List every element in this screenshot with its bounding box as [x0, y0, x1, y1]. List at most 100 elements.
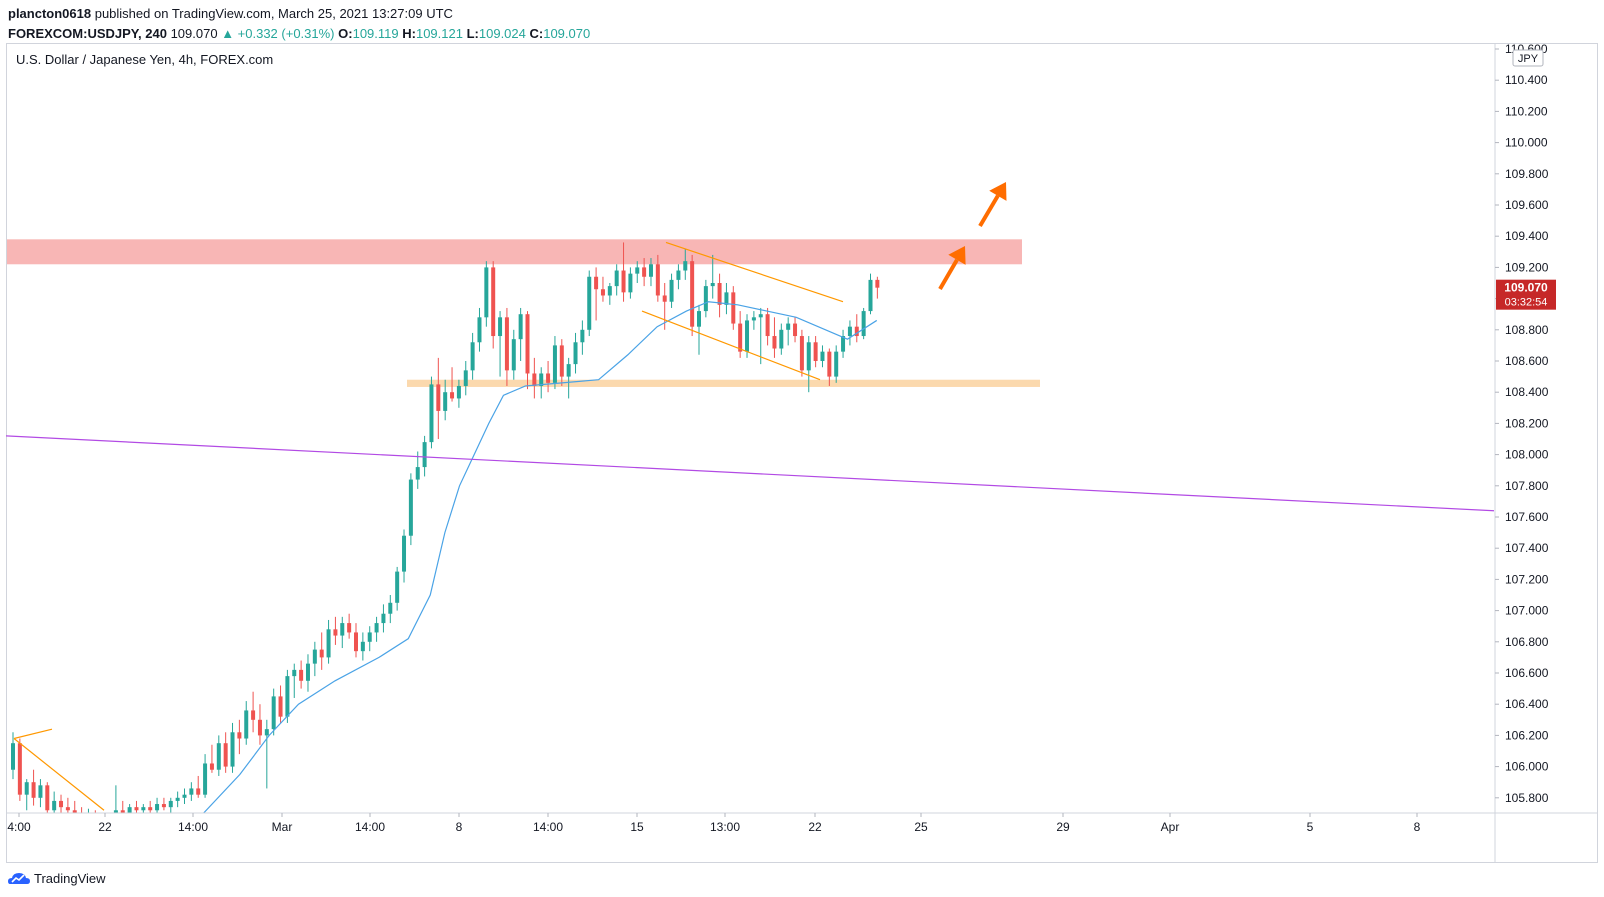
x-tick-label: 14:00	[533, 820, 563, 834]
x-tick-label: 4:00	[7, 820, 31, 834]
x-tick-label: 14:00	[355, 820, 385, 834]
candle-body	[340, 623, 345, 636]
candle-body	[552, 345, 557, 383]
countdown-label: 03:32:54	[1505, 297, 1548, 309]
last-price-text: 109.070	[170, 26, 218, 41]
candle-body	[251, 710, 256, 720]
candle-body	[861, 311, 866, 337]
y-tick-label: 107.000	[1505, 604, 1549, 618]
y-tick-label: 108.400	[1505, 385, 1549, 399]
candle-body	[134, 807, 139, 811]
symbol-label: FOREXCOM:USDJPY, 240	[8, 26, 167, 41]
candle-body	[868, 279, 873, 312]
candle-body	[532, 373, 537, 386]
x-tick-label: 14:00	[178, 820, 208, 834]
candle-body	[374, 623, 379, 633]
tradingview-logo[interactable]: TradingView	[8, 871, 106, 886]
y-tick-label: 107.200	[1505, 572, 1549, 586]
y-tick-label: 107.400	[1505, 541, 1549, 555]
publisher-name[interactable]: plancton0618	[8, 6, 92, 21]
candle-body	[148, 807, 153, 811]
candle-body	[113, 810, 118, 813]
x-tick-label: Mar	[272, 820, 293, 834]
y-tick-label: 108.800	[1505, 323, 1549, 337]
candle-body	[676, 270, 681, 280]
y-tick-label: 107.800	[1505, 479, 1549, 493]
x-tick-label: 22	[98, 820, 112, 834]
candle-body	[710, 283, 715, 287]
y-tick-label: 109.600	[1505, 198, 1549, 212]
candle-body	[52, 800, 57, 811]
candle-body	[573, 342, 578, 365]
candle-body	[806, 342, 811, 371]
candle-body	[415, 467, 420, 480]
candle-body	[847, 326, 852, 337]
candle-body	[264, 729, 269, 736]
candle-body	[456, 385, 461, 399]
cloud-icon	[8, 872, 30, 884]
candle-body	[45, 785, 50, 811]
candle-body	[408, 479, 413, 536]
y-tick-label: 110.000	[1505, 136, 1548, 150]
candle-body	[65, 807, 70, 811]
y-tick-label: 105.800	[1505, 791, 1549, 805]
candle-body	[724, 292, 729, 305]
close-value: 109.070	[543, 26, 591, 41]
candle-body	[738, 323, 743, 352]
candle-body	[820, 351, 825, 361]
candle-body	[594, 276, 599, 290]
candle-body	[491, 267, 496, 337]
candle-body	[683, 261, 688, 271]
candle-body	[155, 804, 160, 811]
channel-left-lower	[13, 738, 105, 811]
candle-body	[751, 317, 756, 321]
tradingview-brand: TradingView	[34, 871, 106, 886]
candle-body	[292, 669, 297, 677]
candle-body	[86, 813, 90, 816]
candle-body	[511, 339, 516, 371]
x-tick-label: 8	[1414, 820, 1421, 834]
x-tick-label: 13:00	[710, 820, 740, 834]
candle-body	[690, 261, 695, 327]
low-label: L:	[466, 26, 479, 41]
published-text: published on TradingView.com, March 25, …	[94, 6, 453, 21]
candle-body	[31, 782, 36, 798]
x-tick-label: 5	[1307, 820, 1314, 834]
channel-left-upper	[13, 728, 53, 740]
publish-header: plancton0618 published on TradingView.co…	[8, 4, 590, 44]
chart-frame	[6, 43, 1598, 863]
support-zone	[407, 379, 1040, 387]
candle-body	[827, 351, 832, 377]
candle-body	[854, 326, 859, 337]
candle-body	[539, 373, 544, 386]
resistance-zone	[7, 239, 1022, 265]
x-tick-label: 8	[456, 820, 463, 834]
currency-label: JPY	[1518, 53, 1539, 65]
y-tick-label: 110.400	[1505, 73, 1548, 87]
candle-body	[662, 295, 667, 302]
candle-body	[278, 696, 283, 717]
candle-body	[477, 317, 482, 343]
candle-body	[765, 314, 770, 337]
candle-body	[834, 351, 839, 377]
candle-body	[244, 710, 249, 739]
projection-arrow-1-shaft	[938, 258, 959, 291]
candle-body	[642, 267, 647, 277]
candle-body	[367, 632, 372, 642]
candle-body	[175, 797, 180, 801]
y-tick-label: 107.600	[1505, 510, 1549, 524]
moving-average-line	[202, 301, 878, 813]
candle-body	[182, 794, 187, 798]
candle-body	[347, 623, 352, 633]
projection-arrow-2-head	[989, 182, 1007, 201]
candle-body	[168, 800, 173, 808]
y-tick-label: 109.200	[1505, 260, 1549, 274]
candle-body	[271, 696, 276, 730]
candle-body	[635, 267, 640, 274]
candle-body	[196, 788, 201, 795]
candle-body	[127, 807, 132, 813]
candle-body	[141, 807, 146, 811]
y-tick-label: 110.200	[1505, 104, 1548, 118]
candle-body	[11, 743, 15, 770]
